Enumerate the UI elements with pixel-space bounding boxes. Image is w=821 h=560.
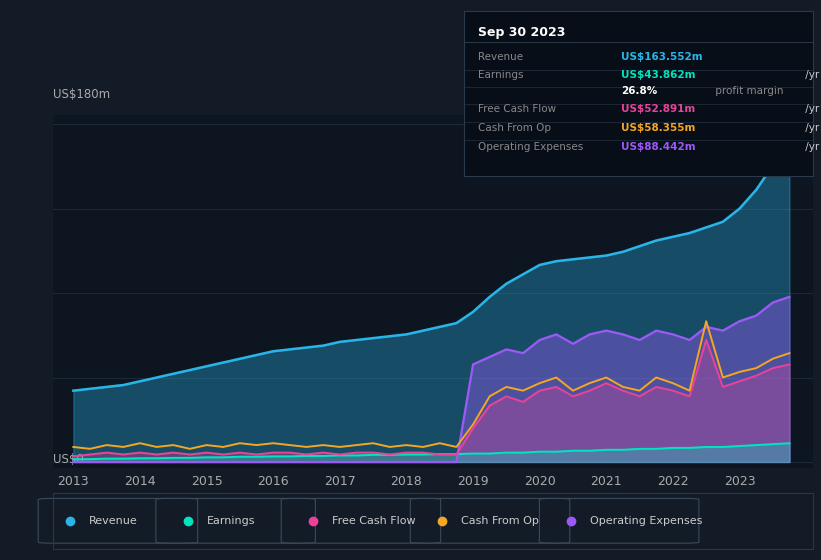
Text: US$0: US$0 [53,453,84,466]
Text: Operating Expenses: Operating Expenses [478,142,583,152]
Text: Free Cash Flow: Free Cash Flow [332,516,415,526]
Text: /yr: /yr [802,142,819,152]
Text: /yr: /yr [802,105,819,114]
Text: US$43.862m: US$43.862m [621,70,695,80]
Text: Free Cash Flow: Free Cash Flow [478,105,556,114]
Text: /yr: /yr [802,70,819,80]
Text: Revenue: Revenue [89,516,138,526]
Text: US$163.552m: US$163.552m [621,53,703,63]
Text: US$58.355m: US$58.355m [621,123,695,133]
Text: Operating Expenses: Operating Expenses [590,516,703,526]
Text: US$180m: US$180m [53,88,111,101]
Text: Revenue: Revenue [478,53,523,63]
Text: US$88.442m: US$88.442m [621,142,695,152]
Text: profit margin: profit margin [712,86,783,96]
Text: Sep 30 2023: Sep 30 2023 [478,26,565,39]
Text: US$52.891m: US$52.891m [621,105,695,114]
Text: 26.8%: 26.8% [621,86,657,96]
Text: /yr: /yr [802,123,819,133]
Text: Cash From Op: Cash From Op [478,123,551,133]
Text: Earnings: Earnings [478,70,523,80]
Text: Earnings: Earnings [207,516,255,526]
Text: Cash From Op: Cash From Op [461,516,539,526]
